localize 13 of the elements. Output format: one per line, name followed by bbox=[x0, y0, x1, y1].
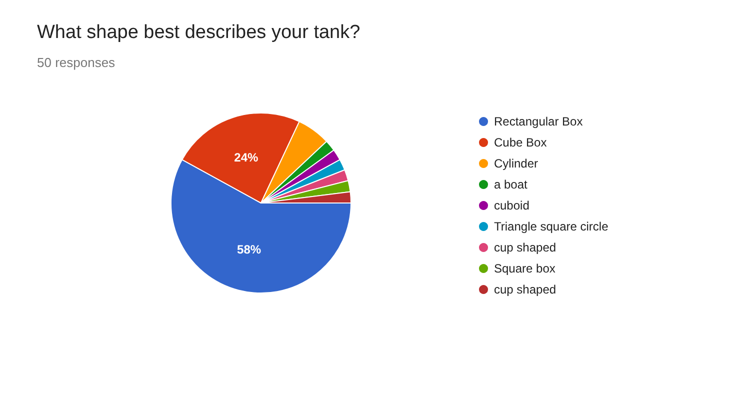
legend-label: cup shaped bbox=[494, 282, 556, 296]
chart-subtitle: 50 responses bbox=[37, 55, 116, 70]
legend-label: cuboid bbox=[494, 198, 530, 212]
legend-label: a boat bbox=[494, 178, 528, 192]
legend-label: Rectangular Box bbox=[494, 114, 583, 128]
chart-title: What shape best describes your tank? bbox=[37, 22, 360, 43]
legend-label: Square box bbox=[494, 262, 556, 276]
legend-label: Triangle square circle bbox=[494, 220, 609, 234]
data-label: 58% bbox=[237, 242, 262, 256]
legend-label: Cylinder bbox=[494, 156, 538, 170]
legend-label: cup shaped bbox=[494, 240, 556, 254]
data-label: 24% bbox=[234, 150, 258, 164]
legend-label: Cube Box bbox=[494, 136, 547, 150]
